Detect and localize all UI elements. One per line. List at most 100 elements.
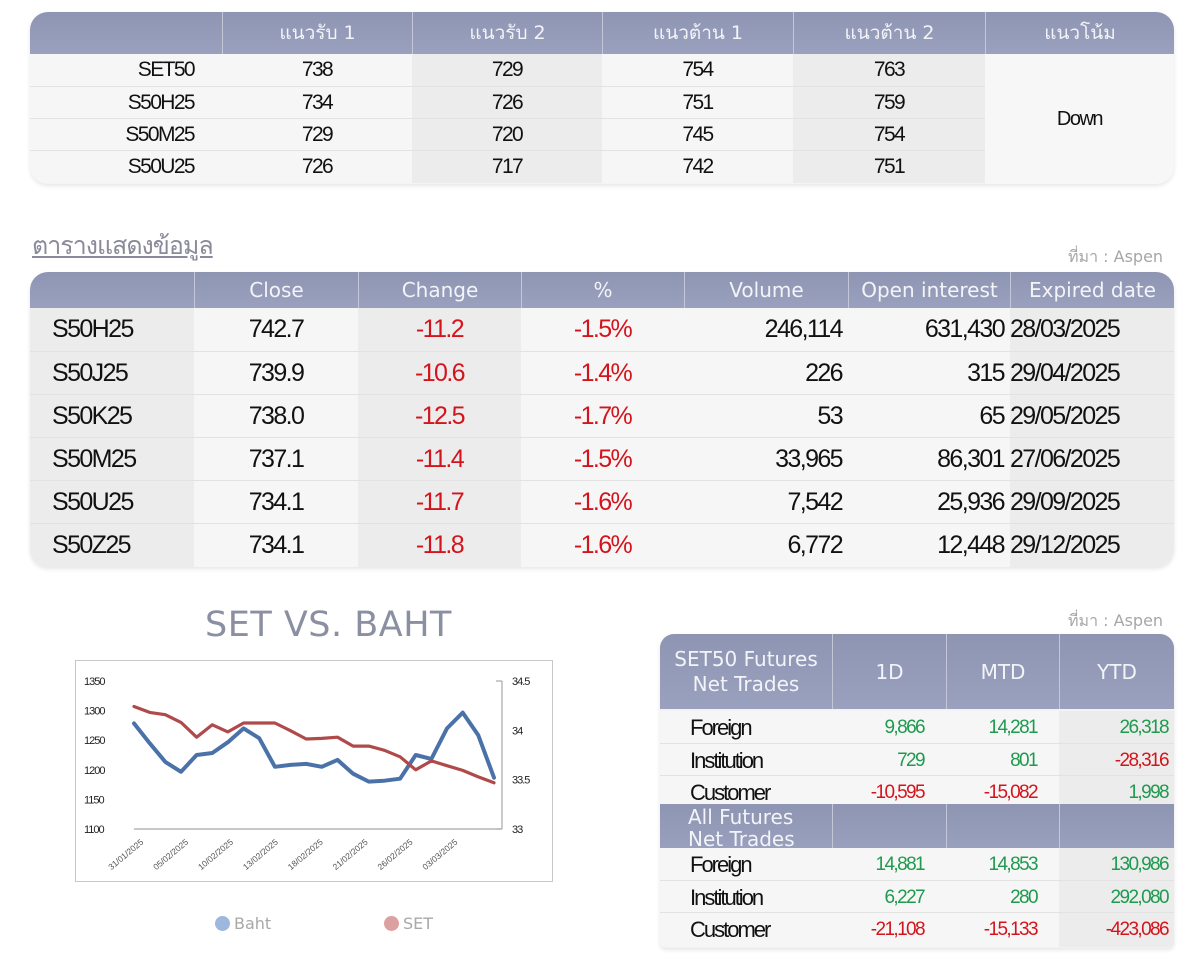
net-trades-source: ที่มา : Aspen [1068, 611, 1164, 630]
x-tick-label: 13/02/2025 [241, 837, 280, 872]
support-2-cell: 729 [412, 54, 602, 86]
data-table-row: S50H25 742.7 -11.2 -1.5% 246,114 631,430 28/03… [30, 308, 1174, 351]
net-trades-row: Customer -21,108 -15,133 -423,086 [660, 912, 1174, 947]
x-tick-label: 31/01/2025 [106, 837, 145, 872]
ytd-cell: 292,080 [1059, 881, 1174, 915]
data-table-row: S50M25 737.1 -11.4 -1.5% 33,965 86,301 27/06/2… [30, 437, 1174, 481]
1d-cell: 6,227 [832, 881, 946, 915]
legend-baht: Baht [215, 914, 271, 933]
open-interest-cell: 25,936 [848, 481, 1010, 524]
open-interest-cell: 86,301 [848, 438, 1010, 481]
percent-cell: -1.6% [521, 481, 684, 524]
symbol-cell: S50M25 [30, 438, 194, 481]
baht-line [132, 710, 496, 784]
x-tick-label: 21/02/2025 [331, 837, 370, 872]
legend-baht-marker-icon [215, 916, 230, 931]
symbol-cell: S50H25 [30, 87, 222, 119]
symbol-cell: S50J25 [30, 352, 194, 395]
symbol-cell: S50H25 [30, 308, 194, 351]
resistance-1-cell: 754 [602, 54, 793, 86]
ytd-cell: -28,316 [1059, 744, 1174, 778]
symbol-cell: S50U25 [30, 481, 194, 524]
investor-type-cell: Institution [660, 881, 832, 915]
header-open-interest: Open interest [848, 272, 1010, 308]
percent-cell: -1.5% [521, 308, 684, 351]
mtd-cell: 801 [946, 744, 1059, 778]
pivot-table: แนวรับ 1 แนวรับ 2 แนวต้าน 1 แนวต้าน 2 แน… [30, 12, 1174, 184]
mtd-cell: 14,281 [946, 711, 1059, 745]
futures-data-table: Close Change % Volume Open interest Expi… [30, 272, 1174, 567]
open-interest-cell: 315 [848, 352, 1010, 395]
header-mtd: MTD [946, 634, 1059, 709]
resistance-1-cell: 751 [602, 87, 793, 119]
change-cell: -11.7 [358, 481, 521, 524]
mtd-cell: 14,853 [946, 848, 1059, 882]
change-cell: -12.5 [358, 395, 521, 438]
header-support-1: แนวรับ 1 [222, 12, 412, 54]
x-tick-label: 05/02/2025 [151, 837, 190, 872]
legend-set: SET [384, 914, 433, 933]
header-1d: 1D [832, 634, 946, 709]
change-cell: -11.8 [358, 524, 521, 567]
net-trades-row: Institution 6,227 280 292,080 [660, 880, 1174, 915]
data-table-row: S50J25 739.9 -10.6 -1.4% 226 315 29/04/2025 [30, 351, 1174, 395]
left-y-tick: 1300 [84, 706, 105, 718]
left-y-tick: 1200 [84, 765, 105, 777]
expired-date-cell: 29/05/2025 [1010, 395, 1174, 438]
legend-set-label: SET [403, 914, 434, 933]
resistance-1-cell: 745 [602, 119, 793, 151]
close-cell: 734.1 [194, 524, 358, 567]
header-expired-date: Expired date [1010, 272, 1174, 308]
header-resistance-1: แนวต้าน 1 [602, 12, 793, 54]
data-table-title: ตารางแสดงข้อมูล [32, 231, 214, 260]
trend-value: Down [985, 54, 1174, 184]
symbol-cell: S50M25 [30, 119, 222, 151]
open-interest-cell: 631,430 [848, 308, 1010, 351]
net-trades-table: SET50 Futures Net Trades 1D MTD YTD Fore… [660, 634, 1174, 948]
support-2-cell: 720 [412, 119, 602, 151]
left-y-tick: 1100 [84, 824, 105, 836]
change-cell: -10.6 [358, 352, 521, 395]
investor-type-cell: Institution [660, 744, 832, 778]
support-2-cell: 726 [412, 87, 602, 119]
symbol-cell: S50Z25 [30, 524, 194, 567]
expired-date-cell: 29/04/2025 [1010, 352, 1174, 395]
header-close: Close [194, 272, 358, 308]
header-ytd: YTD [1059, 634, 1174, 709]
volume-cell: 7,542 [684, 481, 848, 524]
header-blank [30, 12, 222, 54]
resistance-1-cell: 742 [602, 151, 793, 183]
1d-cell: -21,108 [832, 913, 946, 947]
close-cell: 738.0 [194, 395, 358, 438]
pivot-table-row: S50M25 729 720 745 754 [30, 118, 1174, 151]
expired-date-cell: 29/09/2025 [1010, 481, 1174, 524]
volume-cell: 53 [684, 395, 848, 438]
data-table-row: S50U25 734.1 -11.7 -1.6% 7,542 25,936 29/09/20… [30, 480, 1174, 524]
pivot-table-row: S50H25 734 726 751 759 [30, 86, 1174, 119]
volume-cell: 226 [684, 352, 848, 395]
header-change: Change [358, 272, 521, 308]
resistance-2-cell: 751 [793, 151, 985, 183]
header-symbol [30, 272, 194, 308]
header-support-2: แนวรับ 2 [412, 12, 602, 54]
set-vs-baht-chart: 1100 1150 1200 1250 1300 1350 33 33.5 34 34.5 31/0… [75, 660, 553, 882]
percent-cell: -1.5% [521, 438, 684, 481]
x-tick-label: 10/02/2025 [196, 837, 235, 872]
volume-cell: 33,965 [684, 438, 848, 481]
investor-type-cell: Foreign [660, 711, 832, 745]
right-y-tick: 33.5 [512, 775, 530, 787]
investor-type-cell: Foreign [660, 848, 832, 882]
expired-date-cell: 29/12/2025 [1010, 524, 1174, 567]
legend-set-marker-icon [384, 916, 399, 931]
x-tick-label: 26/02/2025 [375, 837, 414, 872]
right-y-tick: 34 [512, 725, 523, 737]
net-trades-header: SET50 Futures Net Trades 1D MTD YTD [660, 634, 1174, 709]
ytd-cell: 130,986 [1059, 848, 1174, 882]
left-y-tick: 1150 [84, 794, 105, 806]
resistance-2-cell: 754 [793, 119, 985, 151]
header-trend: แนวโน้ม [985, 12, 1174, 54]
net-trades-row: Foreign 14,881 14,853 130,986 [660, 848, 1174, 882]
resistance-2-cell: 763 [793, 54, 985, 86]
support-2-cell: 717 [412, 151, 602, 183]
support-1-cell: 726 [222, 151, 412, 183]
